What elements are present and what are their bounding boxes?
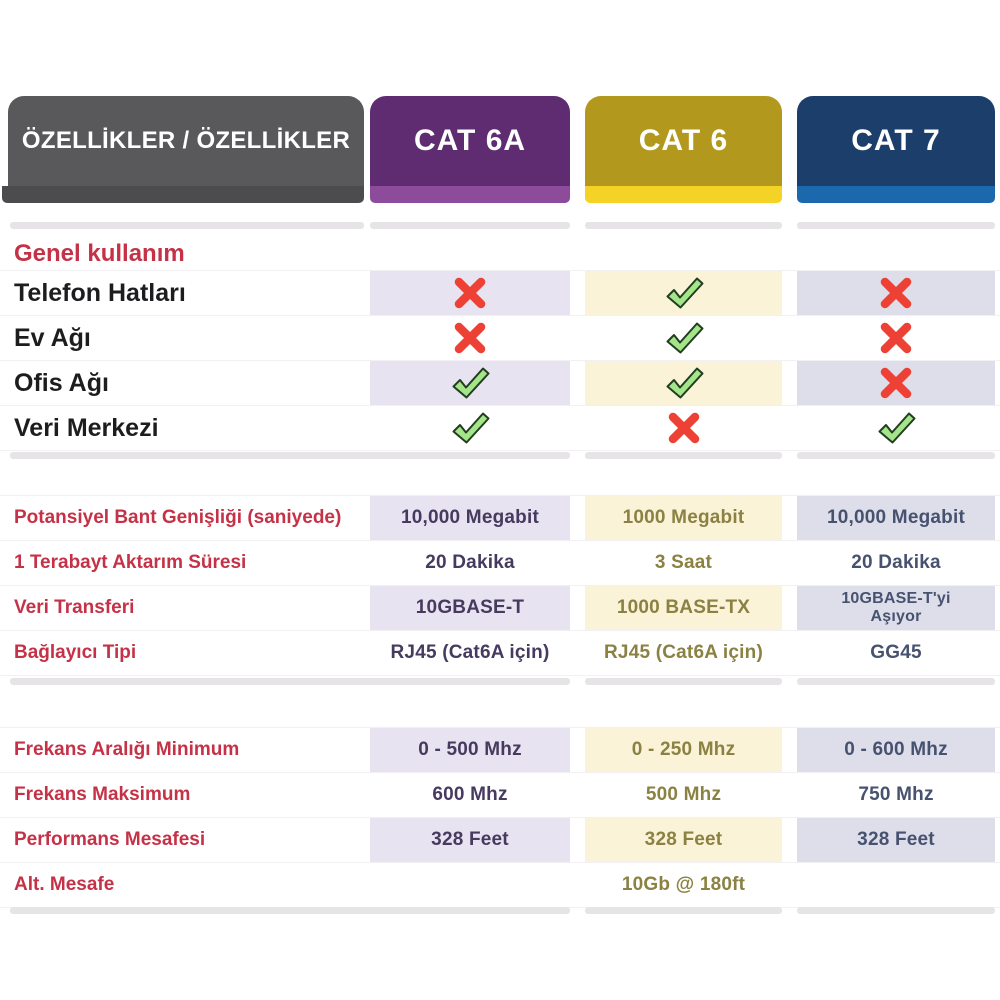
cat6-title: CAT 6	[638, 124, 729, 157]
row-label: Ev Ağı	[14, 323, 91, 352]
table-row-ev-agi: Ev Ağı	[0, 316, 1000, 361]
value-cell: 328 Feet	[797, 818, 995, 862]
check-icon	[450, 411, 490, 445]
value-cell: RJ45 (Cat6A için)	[390, 642, 550, 663]
value-cell: 10,000 Megabit	[370, 496, 570, 540]
value-cell: 10GBASE-T'yi Aşıyor	[797, 586, 995, 630]
section-separator	[10, 678, 570, 685]
section-title-genel-kullanim: Genel kullanım	[14, 240, 185, 267]
cat6-tab-accent-strip	[585, 186, 782, 203]
x-icon	[879, 366, 913, 400]
value-cell: 10GBASE-T	[370, 586, 570, 630]
table-row-alt-mesafe: Alt. Mesafe 10Gb @ 180ft	[0, 863, 1000, 908]
cat6a-tab-body: CAT 6A	[370, 96, 570, 186]
section-separator	[585, 452, 782, 459]
value-cell: 10,000 Megabit	[797, 496, 995, 540]
table-row-bant-genisligi: Potansiyel Bant Genişliği (saniyede) 10,…	[0, 496, 1000, 541]
check-icon	[876, 411, 916, 445]
cat7-tab-accent-strip	[797, 186, 995, 203]
cat7-title: CAT 7	[851, 124, 941, 157]
section-separator	[797, 452, 995, 459]
value-cell: 600 Mhz	[432, 784, 508, 805]
row-label: Bağlayıcı Tipi	[14, 642, 137, 663]
check-icon	[450, 366, 490, 400]
header-shadow	[585, 222, 782, 229]
row-label: Alt. Mesafe	[14, 874, 115, 895]
header-shadow	[797, 222, 995, 229]
section-separator	[10, 907, 570, 914]
table-row-frekans-maksimum: Frekans Maksimum 600 Mhz 500 Mhz 750 Mhz	[0, 773, 1000, 818]
value-cell: 20 Dakika	[851, 552, 941, 573]
value-cell: GG45	[870, 642, 922, 663]
header-cat7-tab: CAT 7	[797, 96, 995, 203]
table-row-performans-mesafesi: Performans Mesafesi 328 Feet 328 Feet 32…	[0, 818, 1000, 863]
value-cell: 0 - 600 Mhz	[797, 728, 995, 772]
cat7-tab-body: CAT 7	[797, 96, 995, 186]
table-row-veri-transferi: Veri Transferi 10GBASE-T 1000 BASE-TX 10…	[0, 586, 1000, 631]
features-title: ÖZELLİKLER / ÖZELLİKLER	[21, 127, 351, 154]
row-label: Frekans Maksimum	[14, 784, 191, 805]
section-separator	[797, 907, 995, 914]
row-label: Ofis Ağı	[14, 368, 109, 397]
section-separator	[10, 452, 570, 459]
header-shadow	[10, 222, 364, 229]
cat6a-title: CAT 6A	[413, 124, 527, 157]
row-label: Potansiyel Bant Genişliği (saniyede)	[14, 507, 342, 528]
value-cell: 328 Feet	[585, 818, 782, 862]
section-specs: Potansiyel Bant Genişliği (saniyede) 10,…	[0, 495, 1000, 676]
value-cell	[797, 863, 995, 907]
table-row-aktarim-suresi: 1 Terabayt Aktarım Süresi 20 Dakika 3 Sa…	[0, 541, 1000, 586]
header-features-tab: ÖZELLİKLER / ÖZELLİKLER	[2, 96, 364, 203]
row-label: Veri Transferi	[14, 597, 135, 618]
check-icon	[664, 276, 704, 310]
table-row-telefon-hatlari: Telefon Hatları	[0, 271, 1000, 316]
value-cell: 500 Mhz	[645, 784, 722, 805]
check-icon	[664, 366, 704, 400]
value-cell: 328 Feet	[370, 818, 570, 862]
header-cat6a-tab: CAT 6A	[370, 96, 570, 203]
section-separator	[797, 678, 995, 685]
value-cell: RJ45 (Cat6A için)	[604, 642, 763, 663]
features-tab-body: ÖZELLİKLER / ÖZELLİKLER	[8, 96, 364, 186]
table-row-frekans-minimum: Frekans Aralığı Minimum 0 - 500 Mhz 0 - …	[0, 728, 1000, 773]
cat6-tab-body: CAT 6	[585, 96, 782, 186]
value-cell: 0 - 500 Mhz	[370, 728, 570, 772]
header-cat6-tab: CAT 6	[585, 96, 782, 203]
x-icon	[667, 411, 701, 445]
value-cell: 1000 BASE-TX	[585, 586, 782, 630]
check-icon	[664, 321, 704, 355]
section-separator	[585, 678, 782, 685]
value-cell: 1000 Megabit	[585, 496, 782, 540]
value-cell	[370, 863, 570, 907]
row-label: Veri Merkezi	[14, 413, 159, 442]
value-cell: 20 Dakika	[425, 552, 515, 573]
row-label: Performans Mesafesi	[14, 829, 206, 850]
value-cell: 10Gb @ 180ft	[621, 874, 746, 895]
section-general-usage: Genel kullanım Telefon Hatları Ev Ağı Of…	[0, 238, 1000, 451]
header-shadow	[370, 222, 570, 229]
value-cell: 750 Mhz	[858, 784, 934, 805]
table-row-veri-merkezi: Veri Merkezi	[0, 406, 1000, 451]
table-row-ofis-agi: Ofis Ağı	[0, 361, 1000, 406]
row-label: Telefon Hatları	[14, 278, 186, 307]
value-cell: 0 - 250 Mhz	[585, 728, 782, 772]
x-icon	[879, 321, 913, 355]
x-icon	[453, 321, 487, 355]
x-icon	[879, 276, 913, 310]
section-frequency: Frekans Aralığı Minimum 0 - 500 Mhz 0 - …	[0, 727, 1000, 908]
row-label: 1 Terabayt Aktarım Süresi	[14, 552, 247, 573]
table-row-baglayici-tipi: Bağlayıcı Tipi RJ45 (Cat6A için) RJ45 (C…	[0, 631, 1000, 676]
row-label: Frekans Aralığı Minimum	[14, 739, 240, 760]
section-separator	[585, 907, 782, 914]
value-cell: 3 Saat	[654, 552, 713, 573]
cat6a-tab-accent-strip	[370, 186, 570, 203]
features-tab-accent-strip	[2, 186, 364, 203]
x-icon	[453, 276, 487, 310]
